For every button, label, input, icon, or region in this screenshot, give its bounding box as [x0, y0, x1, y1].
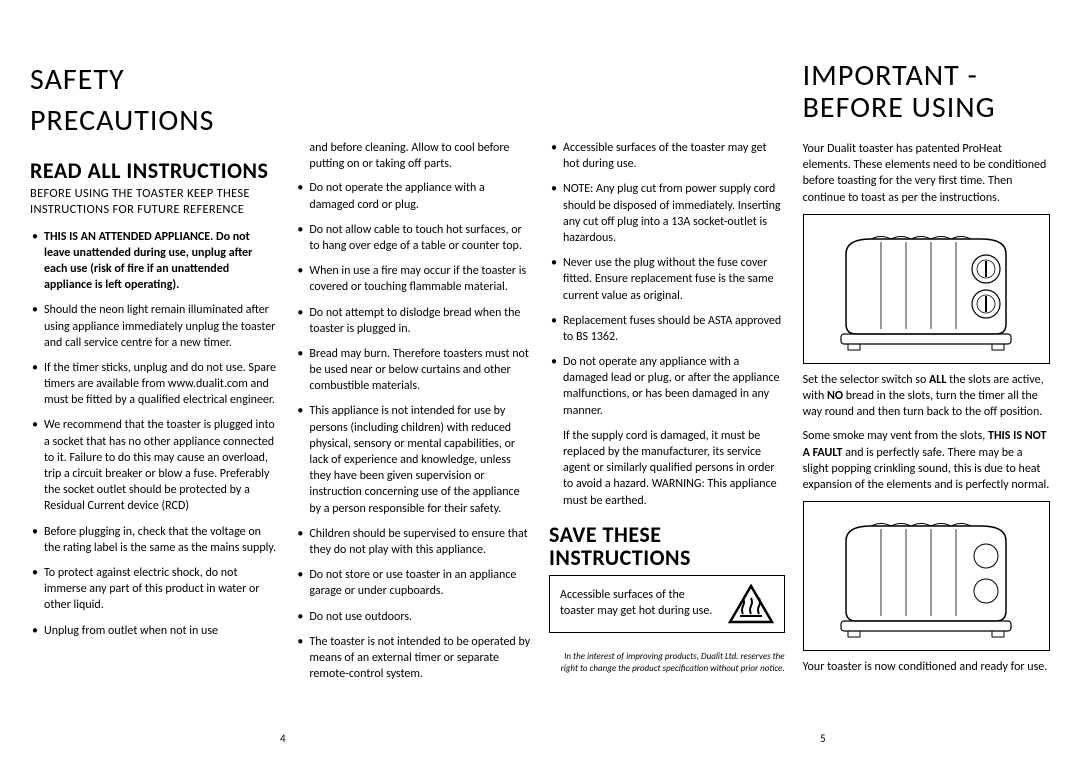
list-item: Unplug from outlet when not in use	[30, 623, 277, 639]
list-item: Should the neon light remain illuminated…	[30, 302, 277, 351]
selector-para: Set the selector switch so ALL the slots…	[803, 372, 1050, 421]
safety-heading: SAFETY PRECAUTIONS	[30, 60, 277, 141]
list-item: The toaster is not intended to be operat…	[295, 634, 531, 683]
page-number-right: 5	[820, 732, 826, 745]
bullet-list-1: THIS IS AN ATTENDED APPLIANCE. Do not le…	[30, 229, 277, 639]
smoke-para: Some smoke may vent from the slots, THIS…	[803, 428, 1050, 493]
continuation-text: and before cleaning. Allow to cool befor…	[295, 140, 531, 172]
disclaimer-text: In the interest of improving products, D…	[549, 651, 785, 674]
list-item: Do not attempt to dislodge bread when th…	[295, 305, 531, 337]
list-item: Do not operate any appliance with a dama…	[549, 354, 785, 419]
list-item: THIS IS AN ATTENDED APPLIANCE. Do not le…	[30, 229, 277, 294]
proheat-para: Your Dualit toaster has patented ProHeat…	[803, 141, 1050, 206]
save-instructions-heading: SAVE THESE INSTRUCTIONS	[549, 523, 785, 569]
warning-box: Accessible surfaces of the toaster may g…	[549, 575, 785, 633]
toaster-illustration-2	[803, 501, 1050, 651]
toaster-illustration-1	[803, 214, 1050, 364]
list-item: We recommend that the toaster is plugged…	[30, 417, 277, 514]
important-heading: IMPORTANT - BEFORE USING	[803, 60, 1050, 123]
bullet-list-3: Accessible surfaces of the toaster may g…	[549, 140, 785, 419]
column-1: SAFETY PRECAUTIONS READ ALL INSTRUCTIONS…	[30, 60, 277, 733]
list-item: Never use the plug without the fuse cove…	[549, 255, 785, 304]
column-3: Accessible surfaces of the toaster may g…	[549, 60, 785, 733]
list-item: To protect against electric shock, do no…	[30, 565, 277, 614]
list-item: NOTE: Any plug cut from power supply cor…	[549, 181, 785, 246]
conditioned-para: Your toaster is now conditioned and read…	[803, 659, 1050, 675]
supply-cord-para: If the supply cord is damaged, it must b…	[549, 428, 785, 509]
list-item: When in use a fire may occur if the toas…	[295, 263, 531, 295]
column-2: and before cleaning. Allow to cool befor…	[295, 60, 531, 733]
list-item: Children should be supervised to ensure …	[295, 526, 531, 558]
hot-surface-icon	[728, 584, 774, 624]
list-item: Before plugging in, check that the volta…	[30, 524, 277, 556]
list-item: If the timer sticks, unplug and do not u…	[30, 360, 277, 409]
read-all-heading: READ ALL INSTRUCTIONS	[30, 159, 277, 182]
list-item: Replacement fuses should be ASTA approve…	[549, 313, 785, 345]
list-item: Do not store or use toaster in an applia…	[295, 567, 531, 599]
list-item: Bread may burn. Therefore toasters must …	[295, 346, 531, 395]
list-item: This appliance is not intended for use b…	[295, 403, 531, 516]
subhead: BEFORE USING THE TOASTER KEEP THESE INST…	[30, 186, 277, 219]
column-4: IMPORTANT - BEFORE USING Your Dualit toa…	[803, 60, 1050, 733]
list-item: Do not use outdoors.	[295, 609, 531, 625]
page-number-left: 4	[280, 732, 286, 745]
warning-text: Accessible surfaces of the toaster may g…	[560, 588, 718, 619]
list-item: Do not operate the appliance with a dama…	[295, 180, 531, 212]
list-item: Accessible surfaces of the toaster may g…	[549, 140, 785, 172]
list-item: Do not allow cable to touch hot surfaces…	[295, 222, 531, 254]
bullet-list-2: Do not operate the appliance with a dama…	[295, 180, 531, 682]
